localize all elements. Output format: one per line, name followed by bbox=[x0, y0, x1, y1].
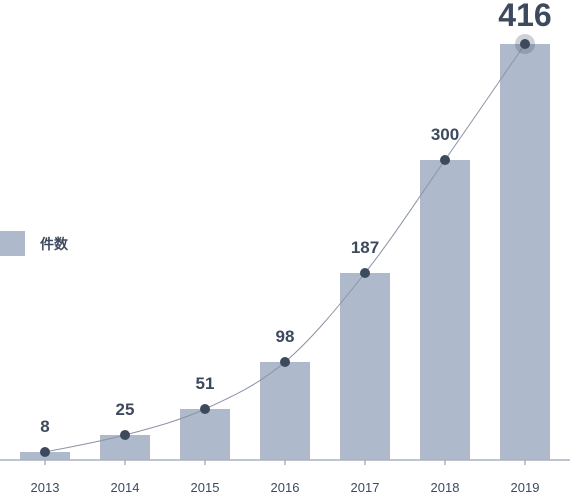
value-label-2015: 51 bbox=[196, 374, 215, 393]
marker-2014 bbox=[120, 430, 130, 440]
marker-2018 bbox=[440, 155, 450, 165]
x-tick-label-2016: 2016 bbox=[271, 480, 300, 492]
value-label-2017: 187 bbox=[351, 238, 379, 257]
bar-2018 bbox=[420, 160, 470, 460]
value-label-2014: 25 bbox=[116, 400, 135, 419]
marker-2015 bbox=[200, 404, 210, 414]
x-tick-label-2014: 2014 bbox=[111, 480, 140, 492]
x-tick-label-2017: 2017 bbox=[351, 480, 380, 492]
bar-2019 bbox=[500, 44, 550, 460]
legend-swatch bbox=[0, 231, 25, 256]
legend-label: 件数 bbox=[40, 236, 68, 253]
marker-2013 bbox=[40, 447, 50, 457]
x-tick-label-2019: 2019 bbox=[511, 480, 540, 492]
value-label-2018: 300 bbox=[431, 125, 459, 144]
value-label-2013: 8 bbox=[40, 417, 49, 436]
value-label-2019: 416 bbox=[498, 0, 551, 33]
bar-2015 bbox=[180, 409, 230, 460]
bar-2016 bbox=[260, 362, 310, 460]
value-label-2016: 98 bbox=[276, 327, 295, 346]
marker-2019 bbox=[520, 39, 530, 49]
marker-2016 bbox=[280, 357, 290, 367]
x-tick-label-2015: 2015 bbox=[191, 480, 220, 492]
x-tick-label-2013: 2013 bbox=[31, 480, 60, 492]
bar-2017 bbox=[340, 273, 390, 460]
marker-2017 bbox=[360, 268, 370, 278]
x-tick-label-2018: 2018 bbox=[431, 480, 460, 492]
legend: 件数 bbox=[0, 231, 68, 256]
